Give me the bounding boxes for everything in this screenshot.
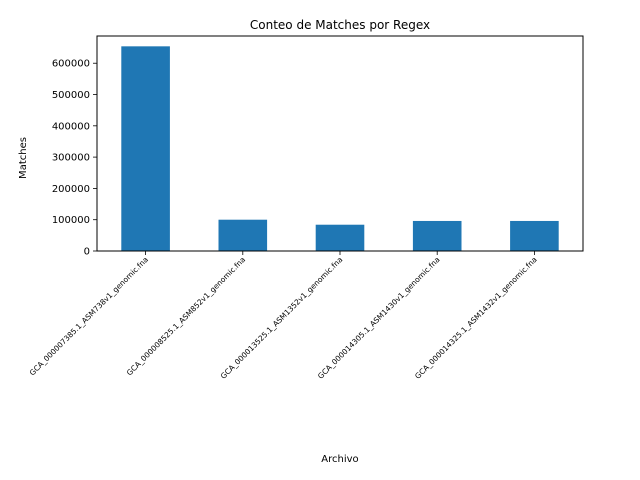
bar-4 (412, 220, 462, 251)
y-tick-label: 400000 (52, 121, 90, 132)
x-tick-label: GCA_000007385.1_ASM738v1_genomic.fna (28, 255, 150, 377)
plot-frame (96, 35, 584, 252)
y-tick-label: 0 (84, 247, 90, 258)
x-tick-label: GCA_000008525.1_ASM852v1_genomic.fna (125, 255, 247, 377)
y-tick-label: 200000 (52, 184, 90, 195)
y-tick-label: 600000 (52, 59, 90, 70)
chart-title: Conteo de Matches por Regex (250, 18, 430, 32)
x-axis-label: Archivo (321, 454, 358, 465)
y-axis: 0 100000 200000 300000 400000 500000 600000 (52, 59, 97, 258)
x-tick-label: GCA_000014325.1_ASM1432v1_genomic.fna (413, 255, 539, 381)
bar-5 (510, 220, 559, 251)
y-tick-label: 500000 (52, 90, 90, 101)
y-axis-label: Matches (18, 137, 29, 179)
x-axis: GCA_000007385.1_ASM738v1_genomic.fnaGCA_… (28, 251, 539, 381)
bars-group (121, 46, 559, 251)
y-tick-label: 100000 (52, 215, 90, 226)
bar-2 (218, 219, 268, 251)
x-tick-label: GCA_000014305.1_ASM1430v1_genomic.fna (316, 255, 442, 381)
bar-1 (121, 46, 170, 251)
x-tick-label: GCA_000013525.1_ASM1352v1_genomic.fna (219, 255, 345, 381)
y-tick-label: 300000 (52, 153, 90, 164)
bar-3 (315, 224, 365, 251)
